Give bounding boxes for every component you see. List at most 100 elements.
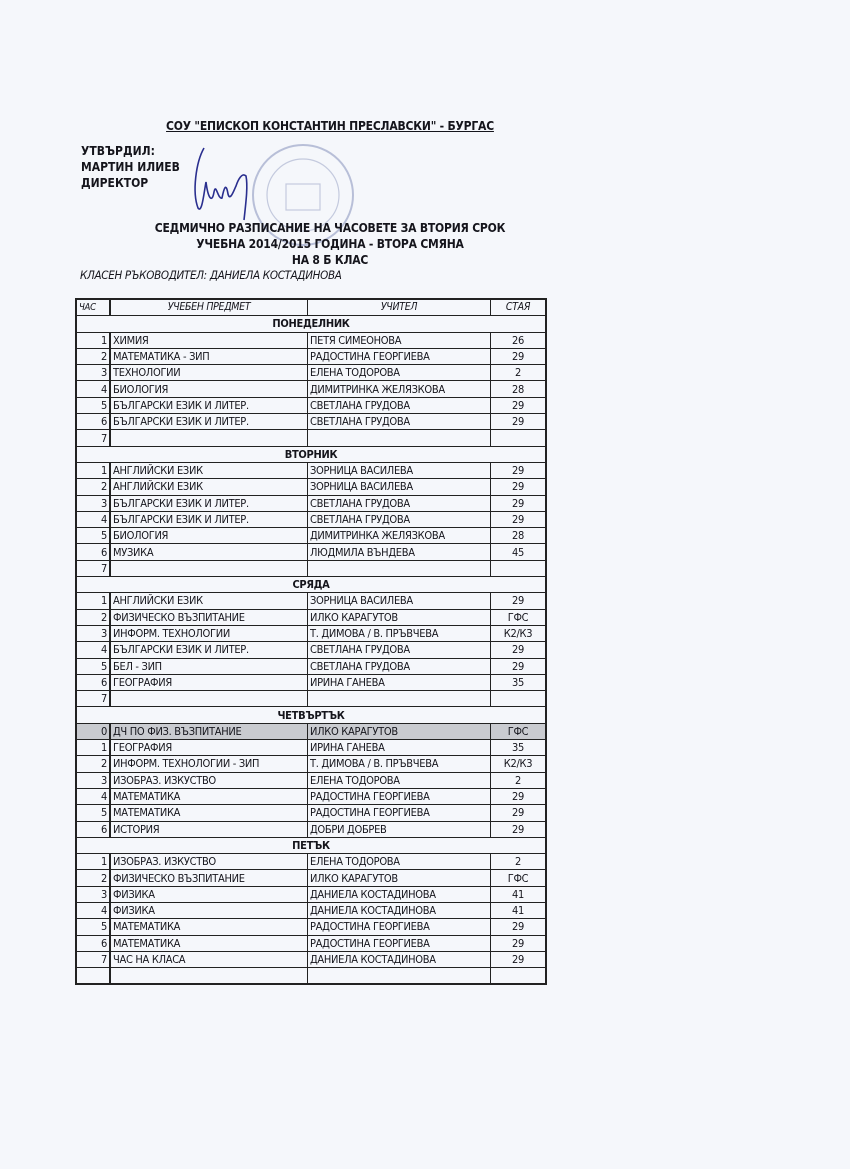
table-row: 3 БЪЛГАРСКИ ЕЗИК И ЛИТЕР. СВЕТЛАНА ГРУДОВА…	[75, 494, 547, 512]
cell-hour: 6	[75, 543, 111, 561]
cell-room	[490, 690, 547, 708]
cell-subject: АНГЛИЙСКИ ЕЗИК	[109, 478, 308, 496]
cell-teacher: ДАНИЕЛА КОСТАДИНОВА	[307, 885, 491, 903]
table-row: 2 МАТЕМАТИКА - ЗИП РАДОСТИНА ГЕОРГИЕВА 29	[75, 347, 547, 366]
table-row: 3 ИНФОРМ. ТЕХНОЛОГИИ Т. ДИМОВА / В. ПРЪВЧЕ…	[75, 624, 547, 643]
cell-teacher: СВЕТЛАНА ГРУДОВА	[307, 641, 491, 659]
cell-teacher: РАДОСТИНА ГЕОРГИЕВА	[307, 934, 491, 952]
table-row: 4 БИОЛОГИЯ ДИМИТРИНКА ЖЕЛЯЗКОВА 28	[75, 380, 547, 398]
cell-hour: 1	[75, 853, 111, 871]
table-row: 7 ЧАС НА КЛАСА ДАНИЕЛА КОСТАДИНОВА 29	[75, 950, 547, 969]
cell-room: 26	[490, 331, 547, 349]
cell-teacher: ДАНИЕЛА КОСТАДИНОВА	[307, 901, 491, 920]
table-row: 1 ГЕОГРАФИЯ ИРИНА ГАНЕВА 35	[75, 739, 547, 757]
stamp-seal	[252, 144, 354, 246]
cell-room: 29	[490, 934, 547, 952]
cell-teacher: ЕЛЕНА ТОДОРОВА	[307, 853, 491, 871]
day-name: ПЕТЪК	[75, 836, 547, 855]
cell-teacher: СВЕТЛАНА ГРУДОВА	[307, 510, 491, 529]
table-row: 2 ФИЗИЧЕСКО ВЪЗПИТАНИЕ ИЛКО КАРАГУТОВ ГФС	[75, 608, 547, 626]
signature	[194, 147, 248, 221]
class-teacher: КЛАСЕН РЪКОВОДИТЕЛ: ДАНИЕЛА КОСТАДИНОВА	[80, 268, 342, 282]
cell-teacher: ЕЛЕНА ТОДОРОВА	[307, 364, 491, 382]
cell-teacher	[307, 559, 491, 578]
cell-subject: АНГЛИЙСКИ ЕЗИК	[109, 592, 308, 610]
cell-hour: 7	[75, 559, 111, 578]
cell-teacher: РАДОСТИНА ГЕОРГИЕВА	[307, 347, 491, 366]
cell-room: 29	[490, 510, 547, 529]
cell-room: 41	[490, 885, 547, 903]
cell-hour: 5	[75, 804, 111, 822]
cell-room: К2/К3	[490, 624, 547, 643]
cell-room: 28	[490, 527, 547, 545]
cell-room: 45	[490, 543, 547, 561]
cell-hour: 3	[75, 494, 111, 512]
cell-subject	[109, 690, 308, 708]
cell-teacher: СВЕТЛАНА ГРУДОВА	[307, 396, 491, 415]
cell-teacher: ИРИНА ГАНЕВА	[307, 673, 491, 692]
table-row: 6 МУЗИКА ЛЮДМИЛА ВЪНДЕВА 45	[75, 543, 547, 561]
cell-teacher: ИЛКО КАРАГУТОВ	[307, 869, 491, 887]
cell-teacher: ЗОРНИЦА ВАСИЛЕВА	[307, 461, 491, 480]
table-row	[75, 967, 547, 985]
cell-hour: 3	[75, 885, 111, 903]
cell-teacher: ДИМИТРИНКА ЖЕЛЯЗКОВА	[307, 527, 491, 545]
cell-subject: БЪЛГАРСКИ ЕЗИК И ЛИТЕР.	[109, 510, 308, 529]
table-row: 7	[75, 690, 547, 708]
cell-subject: БИОЛОГИЯ	[109, 527, 308, 545]
day-name: ЧЕТВЪРТЪК	[75, 706, 547, 724]
cell-hour: 0	[75, 722, 111, 741]
cell-hour: 6	[75, 934, 111, 952]
cell-room: ГФС	[490, 869, 547, 887]
cell-hour: 2	[75, 347, 111, 366]
cell-hour	[75, 967, 111, 985]
cell-room: 29	[490, 918, 547, 936]
cell-subject: ГЕОГРАФИЯ	[109, 673, 308, 692]
cell-room: 29	[490, 461, 547, 480]
cell-teacher: РАДОСТИНА ГЕОРГИЕВА	[307, 918, 491, 936]
cell-room: 35	[490, 673, 547, 692]
schedule-table: ЧАС УЧЕБЕН ПРЕДМЕТ УЧИТЕЛ СТАЯ ПОНЕДЕЛНИ…	[75, 298, 547, 986]
cell-subject: ФИЗИКА	[109, 901, 308, 920]
day-header-row: ПОНЕДЕЛНИК	[75, 315, 547, 333]
table-row: 1 АНГЛИЙСКИ ЕЗИК ЗОРНИЦА ВАСИЛЕВА 29	[75, 461, 547, 480]
cell-subject: БЪЛГАРСКИ ЕЗИК И ЛИТЕР.	[109, 396, 308, 415]
cell-teacher: ЛЮДМИЛА ВЪНДЕВА	[307, 543, 491, 561]
class-name: НА 8 Б КЛАС	[291, 253, 369, 267]
cell-hour: 3	[75, 771, 111, 789]
cell-teacher: Т. ДИМОВА / В. ПРЪВЧЕВА	[307, 624, 491, 643]
cell-hour: 5	[75, 918, 111, 936]
table-row: 2 ФИЗИЧЕСКО ВЪЗПИТАНИЕ ИЛКО КАРАГУТОВ ГФС	[75, 869, 547, 887]
cell-room: 29	[490, 592, 547, 610]
cell-teacher	[307, 690, 491, 708]
cell-hour: 1	[75, 331, 111, 349]
cell-teacher: СВЕТЛАНА ГРУДОВА	[307, 657, 491, 675]
cell-room: 29	[490, 413, 547, 431]
cell-teacher: ИЛКО КАРАГУТОВ	[307, 722, 491, 741]
cell-subject: МАТЕМАТИКА	[109, 918, 308, 936]
cell-subject: ДЧ ПО ФИЗ. ВЪЗПИТАНИЕ	[109, 722, 308, 741]
cell-room: 29	[490, 478, 547, 496]
header-teacher: УЧИТЕЛ	[307, 298, 491, 317]
approval-label: УТВЪРДИЛ:	[81, 144, 155, 158]
cell-room: 35	[490, 739, 547, 757]
cell-room: 2	[490, 364, 547, 382]
cell-teacher	[307, 967, 491, 985]
cell-room: ГФС	[490, 722, 547, 741]
cell-hour: 6	[75, 413, 111, 431]
cell-hour: 1	[75, 739, 111, 757]
table-row: 1 АНГЛИЙСКИ ЕЗИК ЗОРНИЦА ВАСИЛЕВА 29	[75, 592, 547, 610]
table-row: 4 МАТЕМАТИКА РАДОСТИНА ГЕОРГИЕВА 29	[75, 787, 547, 806]
cell-subject: МАТЕМАТИКА	[109, 804, 308, 822]
cell-room: К2/К3	[490, 755, 547, 773]
cell-subject: ХИМИЯ	[109, 331, 308, 349]
cell-subject: ГЕОГРАФИЯ	[109, 739, 308, 757]
cell-room: 29	[490, 657, 547, 675]
cell-subject: БЪЛГАРСКИ ЕЗИК И ЛИТЕР.	[109, 494, 308, 512]
table-row: 6 МАТЕМАТИКА РАДОСТИНА ГЕОРГИЕВА 29	[75, 934, 547, 952]
cell-subject: ФИЗИЧЕСКО ВЪЗПИТАНИЕ	[109, 608, 308, 626]
table-row: 5 БЪЛГАРСКИ ЕЗИК И ЛИТЕР. СВЕТЛАНА ГРУДОВА…	[75, 396, 547, 415]
cell-room: 29	[490, 804, 547, 822]
table-row: 6 ИСТОРИЯ ДОБРИ ДОБРЕВ 29	[75, 820, 547, 838]
header-subject: УЧЕБЕН ПРЕДМЕТ	[109, 298, 308, 317]
